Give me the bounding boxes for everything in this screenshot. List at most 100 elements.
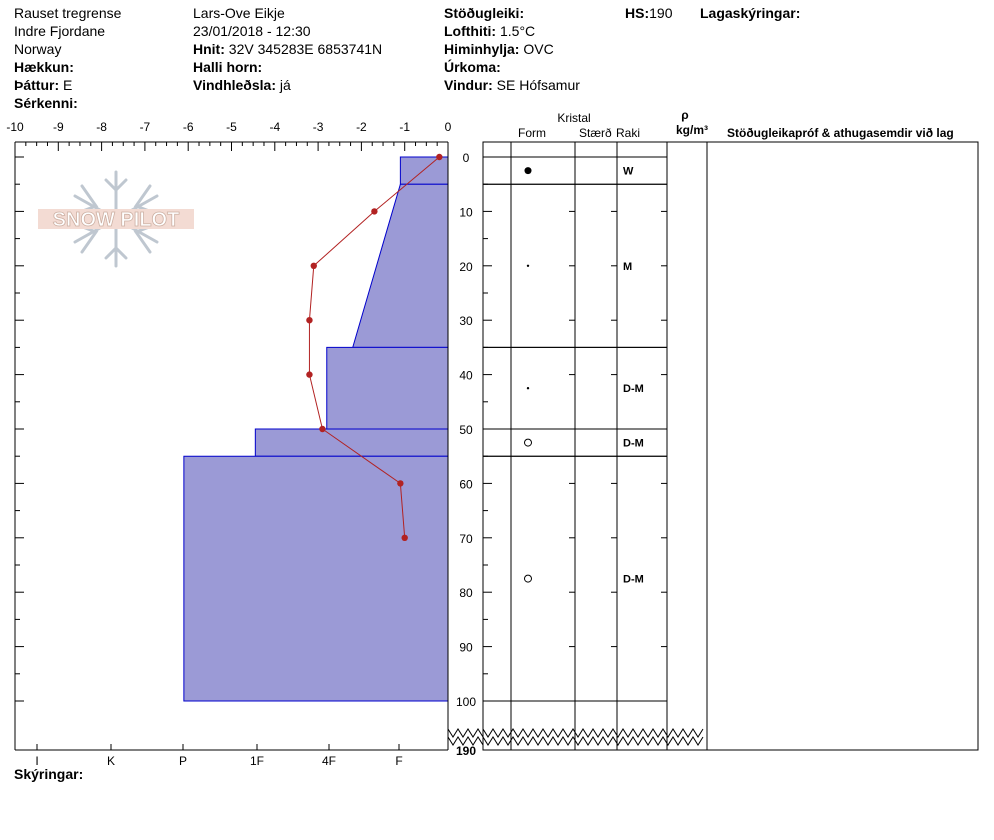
sky-label: Himinhylja:: [444, 41, 520, 57]
depth-bottom-label: 190: [456, 744, 476, 758]
depth-tick-label: 60: [459, 477, 473, 491]
header-col3: Stöðugleiki: Lofthiti: 1.5°C Himinhylja:…: [444, 4, 580, 94]
layer-moisture-3: D-M: [623, 438, 644, 450]
form-dot-icon: [526, 264, 530, 267]
depth-tick-label: 0: [463, 151, 470, 165]
table-break-zigzag: [482, 735, 704, 746]
form-filled-circle-icon: [524, 167, 532, 175]
aspect-value: E: [63, 77, 73, 93]
air-temp-value: 1.5°C: [499, 23, 536, 39]
stability-label: Stöðugleiki:: [444, 5, 525, 21]
hardness-layer-3: [254, 428, 449, 457]
hardness-label: 1F: [250, 754, 264, 768]
temperature-point: [306, 317, 313, 324]
rho-header: ρ: [681, 108, 688, 122]
form-header: Form: [518, 126, 546, 140]
temp-tick-label: -8: [96, 120, 107, 134]
form-open-circle-icon: [524, 574, 532, 583]
column-headers: Kristal Form Stærð Raki ρ kg/m³ Stöðugle…: [518, 108, 954, 140]
moisture-header: Raki: [616, 126, 640, 140]
temp-tick-label: -2: [356, 120, 367, 134]
hardness-layer-1: [352, 183, 449, 348]
temp-tick-label: -9: [53, 120, 64, 134]
table-frame: [482, 141, 979, 751]
temp-tick-label: -6: [183, 120, 194, 134]
observer-name: Lars-Ove Eikje: [193, 5, 285, 21]
hs-label: HS:: [625, 5, 650, 21]
layer-table: W M D-M D-M D-M: [482, 141, 979, 751]
hardness-label: K: [107, 754, 115, 768]
legend-field: Skýringar:: [14, 765, 83, 783]
depth-tick-label: 70: [459, 532, 473, 546]
temperature-point: [436, 153, 443, 161]
left-axes: -10 -9 -8 -7 -6 -5 -4 -3 -2 -1 0I K P 1F 4F F: [6, 120, 451, 768]
depth-tick-label: 40: [459, 369, 473, 383]
logo-band: [38, 209, 194, 229]
hardness-label: 4F: [322, 754, 336, 768]
density-unit-header: kg/m³: [676, 123, 708, 137]
temp-tick-label: -1: [399, 120, 410, 134]
wind-value: SE Hófsamur: [496, 77, 580, 93]
hs-value: 190: [649, 5, 673, 21]
coord-value: 32V 345283E 6853741N: [228, 41, 383, 57]
wind-loading-label: Vindhleðsla:: [193, 77, 276, 93]
layer-moisture-1: M: [623, 261, 632, 273]
temp-tick-label: -7: [140, 120, 151, 134]
temp-tick-label: -4: [269, 120, 280, 134]
coord-label: Hnit:: [193, 41, 225, 57]
location-name: Rauset tregrense: [14, 5, 122, 21]
hardness-profile: [183, 156, 449, 702]
temperature-point: [310, 262, 317, 269]
depth-axis: 0 10 20 30 40 50 60 70 80 90 100 190: [447, 151, 704, 758]
aspect-label: Þáttur:: [14, 77, 60, 93]
depth-tick-label: 30: [459, 314, 473, 328]
temp-tick-label: -10: [6, 120, 24, 134]
layer-moisture-4: D-M: [623, 574, 644, 586]
header-col2: Lars-Ove Eikje 23/01/2018 - 12:30 Hnit: …: [193, 4, 382, 94]
layer-moisture-0: W: [623, 166, 634, 178]
hardness-layer-0: [399, 156, 449, 185]
hardness-label: F: [395, 754, 402, 768]
temperature-point: [397, 480, 404, 487]
depth-break-zigzag: [447, 727, 484, 738]
temp-tick-label: -5: [226, 120, 237, 134]
depth-tick-label: 90: [459, 641, 473, 655]
hardness-label: I: [35, 754, 38, 768]
sky-value: OVC: [523, 41, 554, 57]
layer-moisture-2: D-M: [623, 383, 644, 395]
observation-datetime: 23/01/2018 - 12:30: [193, 23, 311, 39]
table-break-zigzag: [482, 727, 704, 738]
precip-label: Úrkoma:: [444, 59, 501, 75]
temperature-point: [306, 371, 313, 378]
legend-label: Skýringar:: [14, 766, 84, 782]
wind-loading-value: já: [279, 77, 291, 93]
comments-header: Stöðugleikapróf & athugasemdir við lag: [727, 126, 954, 140]
hardness-layer-4: [183, 455, 449, 702]
depth-tick-label: 80: [459, 586, 473, 600]
temp-tick-label: -3: [313, 120, 324, 134]
temperature-line: [308, 156, 440, 538]
layer-notes-label: Lagaskýringar:: [700, 5, 801, 21]
depth-break-zigzag: [447, 735, 484, 746]
temperature-point: [401, 534, 408, 541]
region-name: Indre Fjordane: [14, 23, 106, 39]
logo-text: SNOW PILOT: [53, 209, 180, 231]
depth-tick-label: 10: [459, 205, 473, 219]
specifics-label: Sérkenni:: [14, 95, 78, 111]
temperature-profile: [306, 153, 443, 541]
hardness-label: P: [179, 754, 187, 768]
air-temp-label: Lofthiti:: [444, 23, 497, 39]
country-name: Norway: [14, 41, 62, 57]
temperature-point: [371, 208, 378, 215]
depth-tick-label: 20: [459, 260, 473, 274]
hs-field: HS:190: [625, 4, 672, 22]
hardness-layer-2: [326, 346, 449, 430]
wind-label: Vindur:: [444, 77, 493, 93]
crystal-header: Kristal: [557, 111, 590, 125]
header-col1: Rauset tregrense Indre Fjordane Norway H…: [14, 4, 121, 112]
size-header: Stærð: [579, 126, 612, 140]
form-open-circle-icon: [524, 438, 532, 447]
elevation-label: Hækkun:: [14, 59, 74, 75]
depth-tick-label: 50: [459, 423, 473, 437]
